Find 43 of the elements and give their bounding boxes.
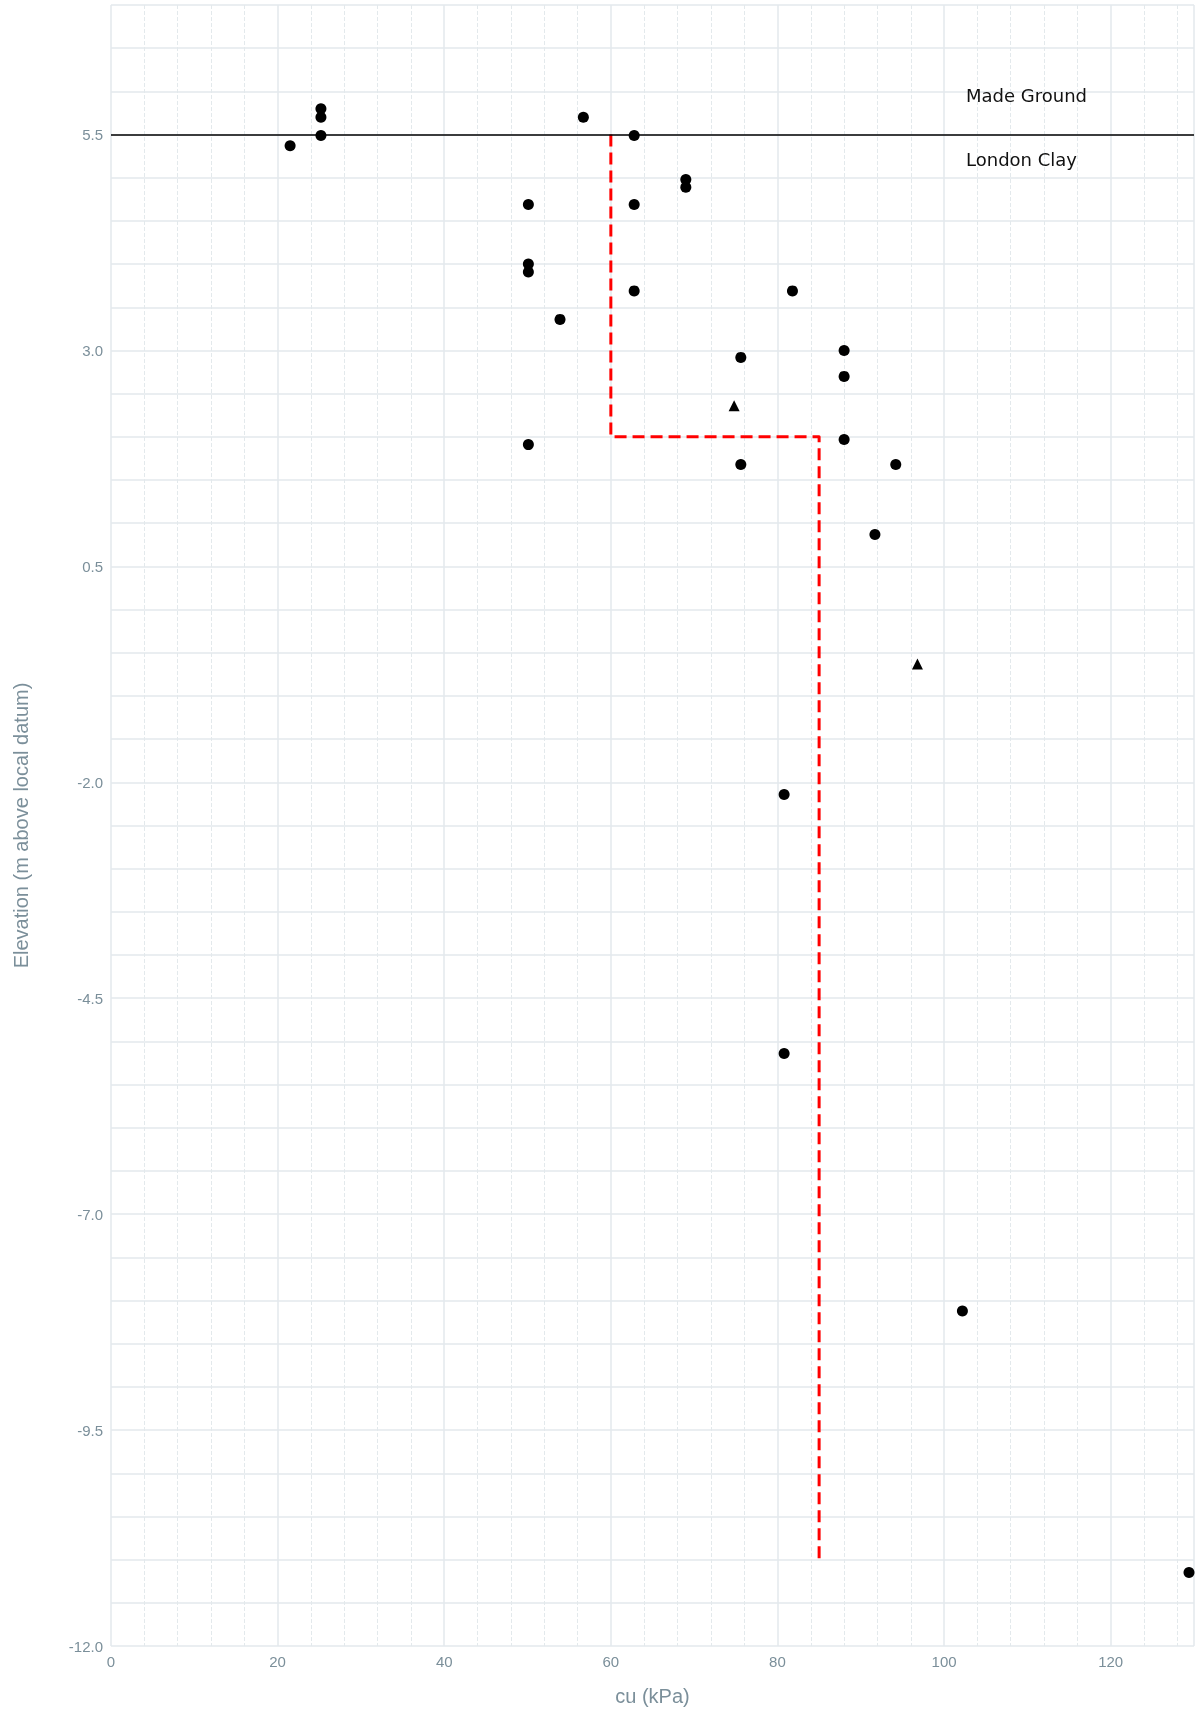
x-axis-title: cu (kPa) [615,1685,690,1707]
point [838,344,850,356]
point [778,1048,790,1060]
y-tick-label: -2.0 [77,773,103,791]
point [522,199,534,211]
y-tick-label: 3.0 [82,341,103,359]
y-tick-label: -4.5 [77,989,103,1007]
x-tick-label: 0 [106,1653,116,1670]
point [956,1305,968,1317]
point [728,400,740,412]
point [628,129,640,141]
x-tick-label: 20 [269,1653,286,1670]
x-tick-label: 60 [602,1653,620,1670]
y-tick-label: -7.0 [77,1205,103,1223]
annotation: London Clay [966,149,1078,171]
point [890,458,902,470]
point [911,658,923,670]
x-tick-label: 100 [931,1653,957,1670]
point [1183,1567,1195,1579]
point [284,140,296,152]
point [869,528,881,540]
y-tick-label: -12.0 [68,1637,103,1655]
point [554,313,566,325]
point [628,199,640,211]
point [786,285,798,297]
y-tick-label: -9.5 [77,1421,103,1439]
point [778,788,790,800]
x-tick-label: 80 [769,1653,786,1670]
y-axis-title: Elevation (m above local datum) [10,682,32,969]
point [735,458,747,470]
y-tick-label: 5.5 [82,126,103,144]
annotation: Made Ground [966,85,1087,107]
point [522,439,534,451]
y-tick-label: 0.5 [82,557,103,575]
point [838,433,850,445]
point [522,266,534,278]
point [628,285,640,297]
point [577,111,589,123]
point [735,351,747,363]
x-tick-label: 120 [1098,1653,1124,1670]
point [315,129,327,141]
x-tick-label: 40 [435,1653,453,1670]
point [838,370,850,382]
